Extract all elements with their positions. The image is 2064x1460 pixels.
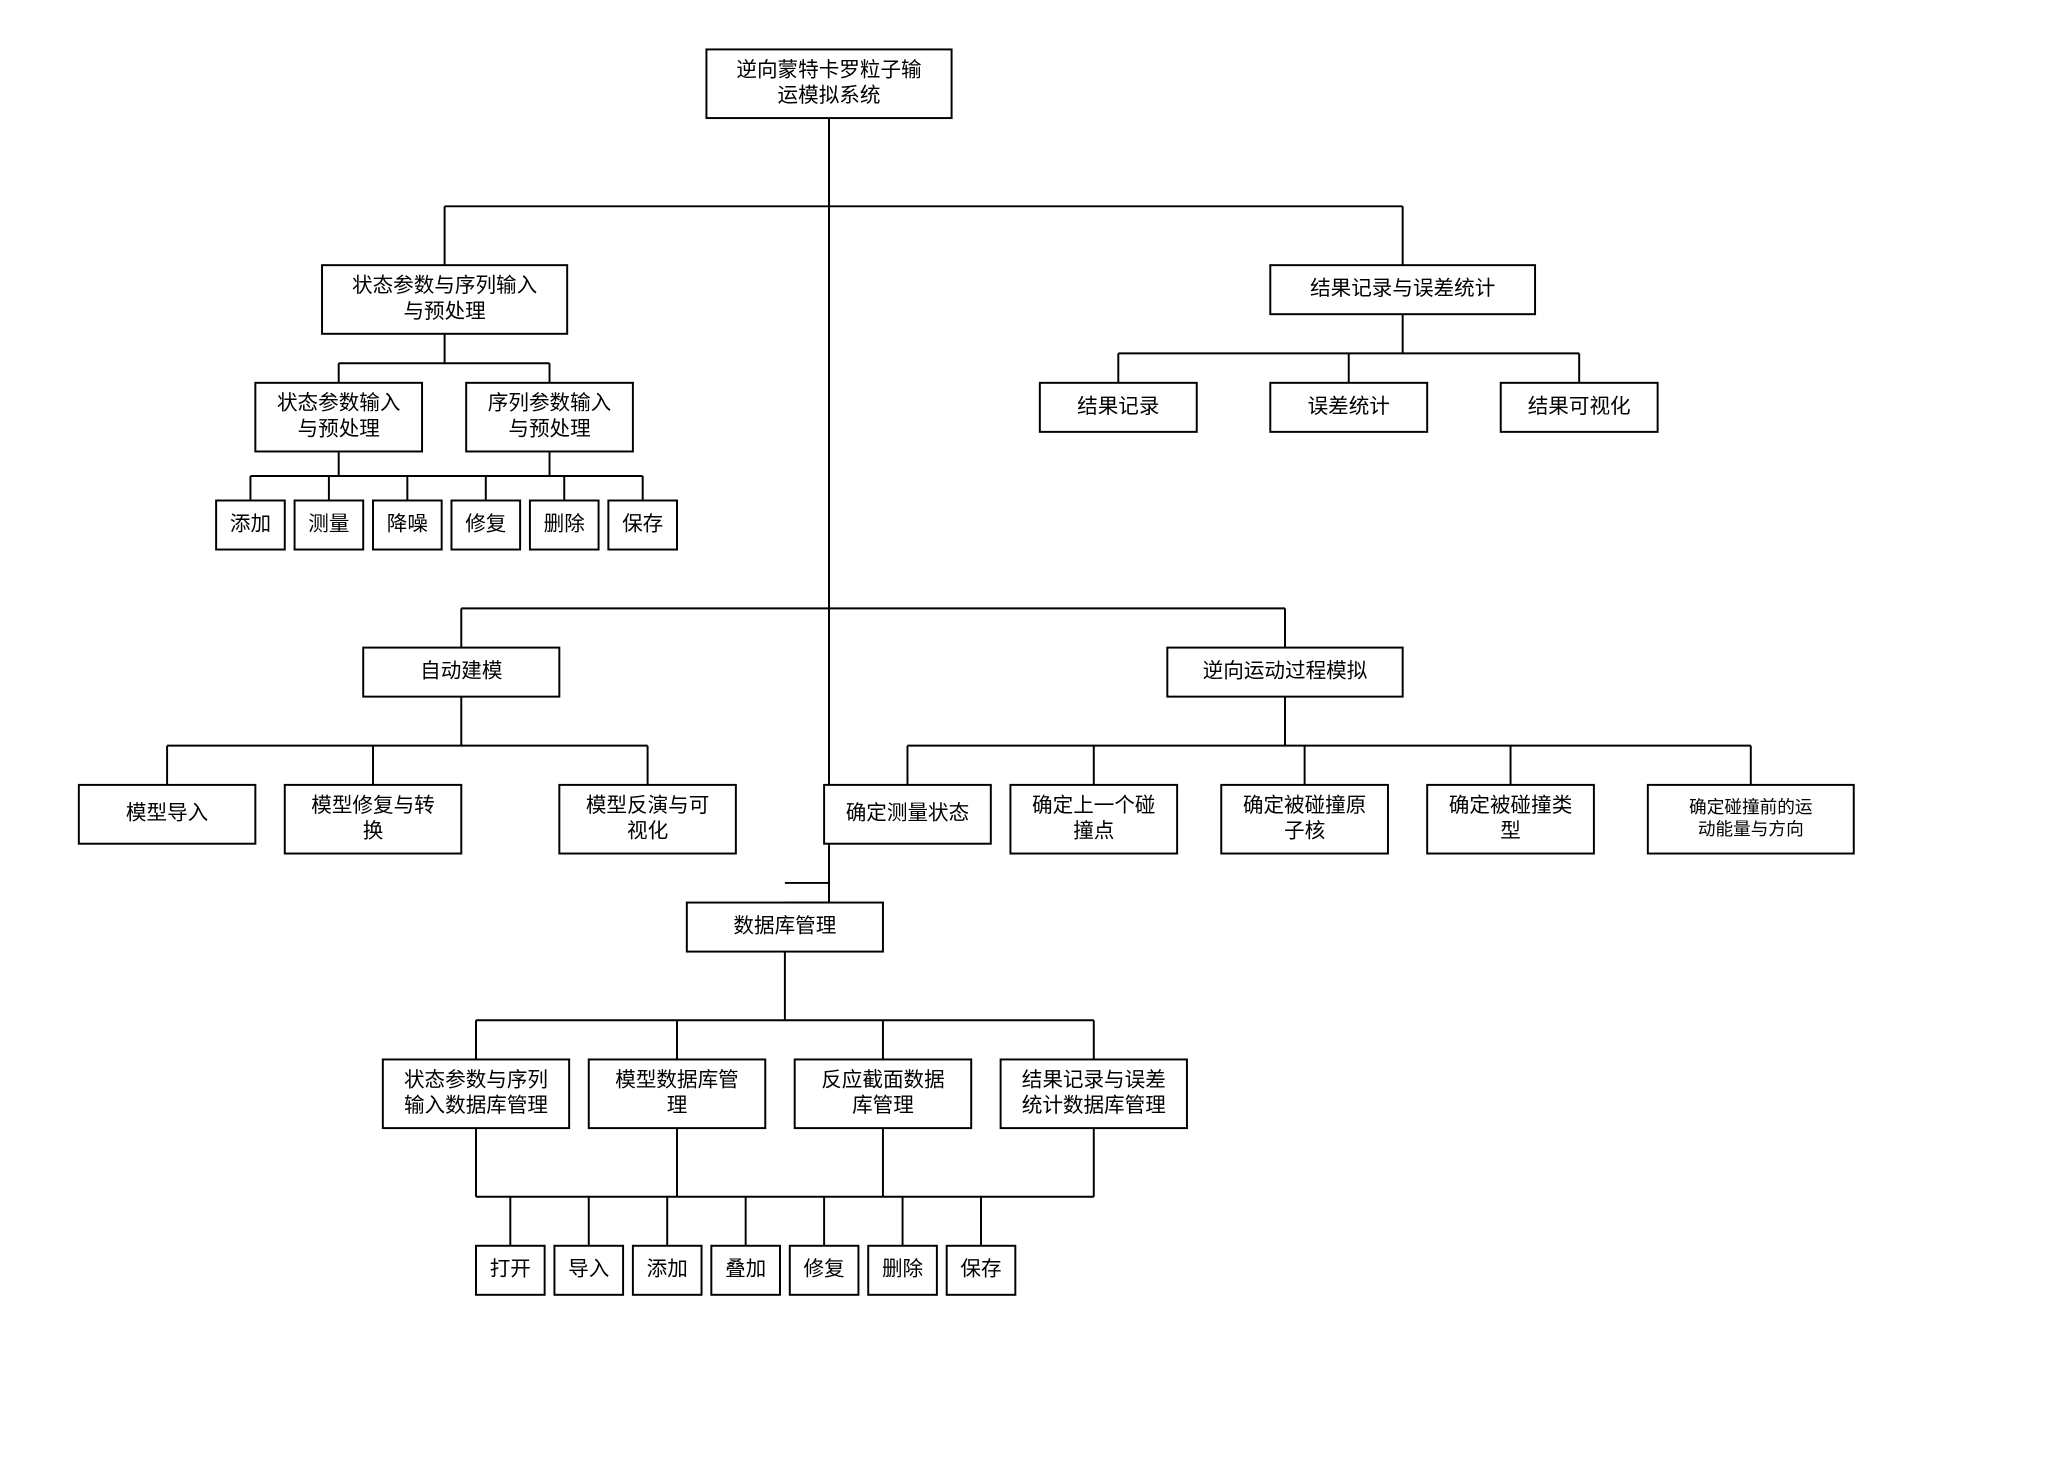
node-text-n1-line1: 与预处理 <box>403 300 485 323</box>
node-text-n5e7-line0: 保存 <box>960 1258 1001 1281</box>
node-text-n1c6-line0: 保存 <box>622 512 663 535</box>
node-text-root-line0: 逆向蒙特卡罗粒子输 <box>736 58 922 81</box>
node-text-n3b-line0: 模型修复与转 <box>311 794 434 817</box>
node-n1c3: 降噪 <box>373 501 442 550</box>
node-n3a: 模型导入 <box>79 785 256 844</box>
node-n1c6: 保存 <box>608 501 677 550</box>
node-text-n1-line0: 状态参数与序列输入 <box>352 274 537 297</box>
node-text-n4b-line0: 确定上一个碰 <box>1032 794 1155 817</box>
node-text-n5c-line1: 库管理 <box>852 1094 914 1117</box>
node-n5d: 结果记录与误差统计数据库管理 <box>1001 1059 1187 1128</box>
node-n1c1: 添加 <box>216 501 285 550</box>
node-n1c5: 删除 <box>530 501 599 550</box>
node-text-n2c-line0: 结果可视化 <box>1528 395 1631 418</box>
node-n3: 自动建模 <box>363 648 559 697</box>
node-text-n1c4-line0: 修复 <box>465 512 506 535</box>
node-text-n2a-line0: 结果记录 <box>1077 395 1159 418</box>
node-n5: 数据库管理 <box>687 903 883 952</box>
node-n1b: 序列参数输入与预处理 <box>466 383 633 452</box>
node-text-n5a-line0: 状态参数与序列 <box>404 1068 548 1091</box>
node-n1a: 状态参数输入与预处理 <box>255 383 422 452</box>
node-text-n5e3-line0: 添加 <box>647 1258 688 1281</box>
node-text-n3c-line0: 模型反演与可 <box>586 794 709 817</box>
node-text-n3c-line1: 视化 <box>627 820 668 843</box>
node-text-n1a-line0: 状态参数输入 <box>277 392 400 415</box>
node-n4c: 确定被碰撞原子核 <box>1221 785 1388 854</box>
node-text-n5e2-line0: 导入 <box>568 1258 609 1281</box>
node-text-n3a-line0: 模型导入 <box>126 802 208 825</box>
node-n2: 结果记录与误差统计 <box>1270 265 1535 314</box>
node-n2a: 结果记录 <box>1040 383 1197 432</box>
node-text-n3-line0: 自动建模 <box>420 660 502 683</box>
node-text-n4e-line1: 动能量与方向 <box>1698 819 1804 839</box>
node-text-n5b-line1: 理 <box>667 1094 688 1117</box>
node-root: 逆向蒙特卡罗粒子输运模拟系统 <box>706 49 951 118</box>
node-text-n4c-line1: 子核 <box>1284 820 1325 843</box>
node-text-n4-line0: 逆向运动过程模拟 <box>1203 660 1368 683</box>
node-text-n5e4-line0: 叠加 <box>725 1258 766 1281</box>
node-text-n1c5-line0: 删除 <box>544 512 586 535</box>
node-text-n4d-line0: 确定被碰撞类 <box>1449 794 1572 817</box>
node-text-n1b-line0: 序列参数输入 <box>488 392 611 415</box>
node-n5e7: 保存 <box>947 1246 1016 1295</box>
node-text-n5e5-line0: 修复 <box>804 1258 845 1281</box>
node-n2b: 误差统计 <box>1270 383 1427 432</box>
node-n1c2: 测量 <box>295 501 364 550</box>
node-n5e1: 打开 <box>476 1246 545 1295</box>
node-text-n4a-line0: 确定测量状态 <box>846 802 969 825</box>
nodes-group: 逆向蒙特卡罗粒子输运模拟系统状态参数与序列输入与预处理状态参数输入与预处理序列参… <box>79 49 1854 1294</box>
node-text-n1c3-line0: 降噪 <box>387 512 428 535</box>
node-text-n1a-line1: 与预处理 <box>298 417 380 440</box>
node-n4: 逆向运动过程模拟 <box>1167 648 1402 697</box>
node-n5a: 状态参数与序列输入数据库管理 <box>383 1059 569 1128</box>
node-text-n5-line0: 数据库管理 <box>733 915 836 938</box>
tree-diagram: 逆向蒙特卡罗粒子输运模拟系统状态参数与序列输入与预处理状态参数输入与预处理序列参… <box>20 20 2044 1440</box>
node-n5e6: 删除 <box>868 1246 937 1295</box>
node-n2c: 结果可视化 <box>1501 383 1658 432</box>
node-text-n5d-line1: 统计数据库管理 <box>1022 1094 1166 1117</box>
node-text-n5c-line0: 反应截面数据 <box>821 1068 944 1091</box>
node-n4b: 确定上一个碰撞点 <box>1010 785 1177 854</box>
node-text-n2-line0: 结果记录与误差统计 <box>1310 277 1495 300</box>
node-n4e: 确定碰撞前的运动能量与方向 <box>1648 785 1854 854</box>
node-n1: 状态参数与序列输入与预处理 <box>322 265 567 334</box>
node-text-n5d-line0: 结果记录与误差 <box>1022 1068 1166 1091</box>
node-n5e2: 导入 <box>554 1246 623 1295</box>
node-text-n1c2-line0: 测量 <box>308 512 349 535</box>
node-text-n4d-line1: 型 <box>1500 820 1521 843</box>
node-n3c: 模型反演与可视化 <box>559 785 736 854</box>
node-text-n3b-line1: 换 <box>363 820 384 843</box>
node-n1c4: 修复 <box>451 501 520 550</box>
node-n5e5: 修复 <box>790 1246 859 1295</box>
node-text-n5e1-line0: 打开 <box>490 1258 531 1281</box>
node-n4a: 确定测量状态 <box>824 785 991 844</box>
node-text-n2b-line0: 误差统计 <box>1308 395 1390 418</box>
node-text-root-line1: 运模拟系统 <box>778 84 881 107</box>
node-n5c: 反应截面数据库管理 <box>795 1059 972 1128</box>
node-n5b: 模型数据库管理 <box>589 1059 766 1128</box>
node-n5e3: 添加 <box>633 1246 702 1295</box>
node-text-n5e6-line0: 删除 <box>882 1258 924 1281</box>
node-n5e4: 叠加 <box>711 1246 780 1295</box>
node-text-n1c1-line0: 添加 <box>230 512 271 535</box>
node-n4d: 确定被碰撞类型 <box>1427 785 1594 854</box>
node-text-n5a-line1: 输入数据库管理 <box>404 1094 548 1117</box>
node-text-n5b-line0: 模型数据库管 <box>615 1068 738 1091</box>
node-n3b: 模型修复与转换 <box>285 785 462 854</box>
node-text-n4e-line0: 确定碰撞前的运 <box>1689 797 1813 817</box>
node-text-n4c-line0: 确定被碰撞原 <box>1243 794 1366 817</box>
node-text-n1b-line1: 与预处理 <box>508 417 590 440</box>
node-text-n4b-line1: 撞点 <box>1073 820 1114 843</box>
